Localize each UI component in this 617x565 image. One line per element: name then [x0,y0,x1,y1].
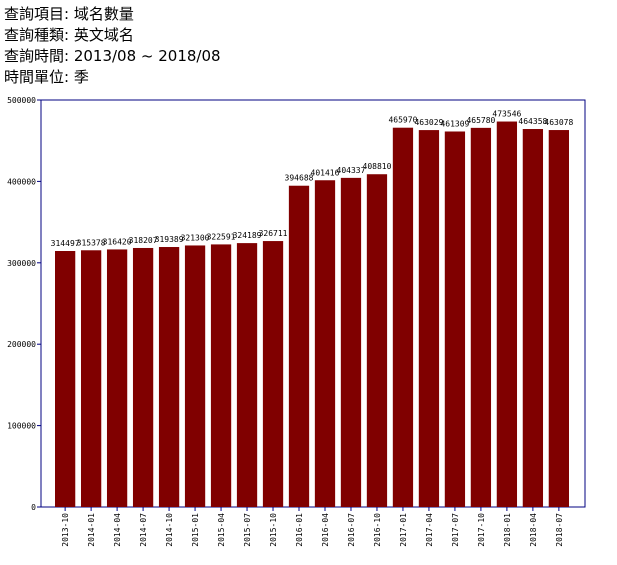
bar [470,127,492,508]
x-tick-label: 2017-07 [451,513,460,547]
bar [262,241,284,507]
y-tick-label: 100000 [7,422,36,431]
data-label: 465970 [388,116,417,125]
x-tick-label: 2014-04 [113,513,122,547]
x-tick-label: 2014-07 [139,513,148,547]
data-label: 463078 [544,118,573,127]
x-tick-label: 2015-07 [243,513,252,547]
x-tick-label: 2016-01 [295,513,304,547]
time-unit-label: 時間單位: 季 [4,68,89,86]
bar [392,127,414,507]
data-label: 464358 [518,117,547,126]
x-tick-label: 2014-10 [165,513,174,547]
y-tick-label: 300000 [7,259,36,268]
bar [444,131,466,508]
x-tick-label: 2015-01 [191,513,200,547]
data-label: 463029 [414,118,443,127]
x-axis: 2013-10 2014-01 2014-04 2014-07 2014-10 2015-… [61,507,564,547]
x-tick-label: 2018-04 [529,513,538,547]
y-tick-label: 200000 [7,340,36,349]
bars [55,121,569,508]
x-tick-label: 2014-01 [87,513,96,547]
query-info: 查詢項目: 域名數量 查詢種類: 英文域名 查詢時間: 2013/08 ~ 20… [4,4,221,88]
x-tick-label: 2016-07 [347,513,356,547]
x-tick-label: 2018-07 [555,513,564,547]
bar [522,129,544,507]
bar [158,247,180,507]
x-tick-label: 2018-01 [503,513,512,547]
data-label: 316420 [103,237,132,246]
data-label: 318207 [129,236,158,245]
data-label: 404337 [337,166,366,175]
x-tick-label: 2016-10 [373,513,382,547]
data-label: 324189 [233,231,262,240]
query-item-label: 查詢項目: 域名數量 [4,5,134,23]
data-label: 315378 [77,238,106,247]
data-label: 322591 [207,232,236,241]
data-label: 394688 [285,174,314,183]
bar [366,174,388,508]
data-label: 401416 [311,168,340,177]
bar [55,251,76,507]
chart-frame [40,99,586,508]
query-period-label: 查詢時間: 2013/08 ~ 2018/08 [4,47,221,65]
x-tick-label: 2016-04 [321,513,330,547]
data-label: 326711 [259,229,288,238]
x-tick-label: 2017-04 [425,513,434,547]
y-tick-label: 500000 [7,96,36,105]
data-label: 321300 [181,233,210,242]
data-label: 408810 [363,162,392,171]
bar [288,185,310,507]
query-type-label: 查詢種類: 英文域名 [4,26,134,44]
bar [132,247,154,508]
bar [548,130,569,508]
data-labels: 3144973153783164203182073193893213003225… [51,110,574,248]
bar [314,180,336,507]
y-axis: 0 100000 200000 300000 400000 500000 [7,96,41,512]
bar [80,250,102,507]
bar [236,243,258,508]
bar [496,121,518,507]
x-tick-label: 2017-10 [477,513,486,547]
y-tick-label: 400000 [7,177,36,186]
data-label: 461309 [440,119,469,128]
data-label: 465780 [466,116,495,125]
bar [184,245,206,507]
bar [340,177,362,507]
x-tick-label: 2015-04 [217,513,226,547]
data-label: 319389 [155,235,184,244]
x-tick-label: 2015-10 [269,513,278,547]
data-label: 314497 [51,239,80,248]
bar [210,244,232,507]
bar [418,130,440,507]
x-tick-label: 2013-10 [61,513,70,547]
y-tick-label: 0 [31,503,36,512]
data-label: 473546 [492,110,521,119]
bar [106,249,128,507]
plot-border [40,99,586,508]
x-tick-label: 2017-01 [399,513,408,547]
